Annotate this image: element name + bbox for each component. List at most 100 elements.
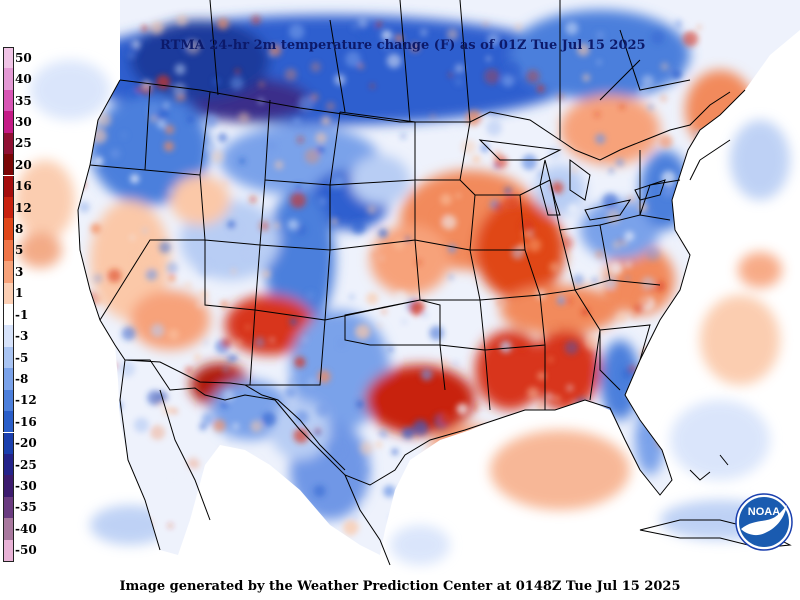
speckle [516, 323, 522, 329]
speckle [307, 377, 316, 387]
speckle [493, 202, 505, 213]
speckle [639, 434, 645, 439]
speckle [659, 134, 673, 149]
speckle [293, 428, 309, 444]
speckle [625, 275, 630, 281]
speckle [294, 356, 306, 368]
speckle [343, 519, 359, 536]
speckle [537, 169, 546, 178]
speckle [130, 235, 135, 240]
speckle [522, 230, 531, 239]
speckle [184, 468, 193, 477]
colorbar-label: 5 [15, 243, 24, 258]
speckle [420, 368, 433, 381]
speckle [515, 23, 522, 31]
map-frame: RTMA 24-hr 2m temperature change (F) as … [0, 0, 800, 566]
map-footer: Image generated by the Weather Predictio… [119, 579, 681, 594]
colorbar-label: -35 [15, 500, 37, 515]
speckle [461, 140, 476, 155]
speckle [200, 290, 209, 299]
noaa-logo-text: NOAA [748, 506, 780, 518]
speckle [624, 231, 635, 242]
speckle [496, 299, 503, 307]
speckle [571, 167, 578, 173]
speckle [357, 17, 368, 28]
speckle [274, 160, 284, 170]
speckle [169, 474, 175, 480]
colorbar-label: -5 [15, 350, 29, 365]
colorbar-bin [3, 539, 14, 562]
speckle [621, 367, 635, 380]
speckle [78, 201, 90, 213]
speckle [544, 392, 554, 401]
speckle [310, 61, 321, 73]
speckle [504, 187, 512, 195]
temperature-change-map [0, 0, 800, 566]
speckle [176, 14, 188, 27]
speckle [185, 366, 193, 375]
speckle [163, 102, 170, 108]
colorbar-bin [3, 47, 14, 70]
speckle [236, 339, 243, 345]
speckle [262, 270, 271, 278]
speckle [97, 113, 112, 128]
colorbar-label: -50 [15, 543, 37, 558]
speckle [163, 141, 174, 152]
speckle [616, 312, 628, 323]
speckle [164, 124, 175, 135]
speckle [136, 87, 141, 92]
speckle [660, 62, 669, 71]
speckle [184, 281, 192, 289]
speckle [334, 175, 346, 188]
speckle [564, 340, 579, 355]
speckle [230, 76, 244, 90]
colorbar-bin [3, 89, 14, 112]
speckle [440, 193, 452, 206]
speckle [98, 305, 104, 311]
noaa-logo-icon: NOAA [735, 493, 793, 551]
speckle [317, 370, 331, 384]
canada-province-lines [209, 0, 691, 140]
colorbar-bin [3, 261, 14, 283]
speckle [375, 441, 382, 448]
speckle [499, 340, 512, 353]
speckle [245, 325, 250, 330]
colorbar-label: 3 [15, 264, 24, 279]
colorbar-bin [3, 432, 14, 454]
speckle [251, 15, 261, 25]
colorbar-label: -40 [15, 521, 37, 536]
speckle [226, 354, 235, 363]
speckle [218, 132, 228, 143]
speckle [166, 262, 179, 274]
speckle [352, 513, 359, 521]
speckle [596, 31, 605, 40]
speckle [313, 485, 326, 498]
speckle [338, 340, 346, 348]
speckle [315, 132, 327, 144]
us-mexico-border [124, 359, 346, 471]
speckle [266, 141, 277, 152]
colorbar-bin [3, 453, 14, 476]
speckle [490, 145, 497, 152]
speckle [409, 300, 425, 316]
speckle [295, 183, 302, 190]
speckle [615, 158, 625, 167]
mexico-coastline [119, 359, 391, 566]
speckle [159, 241, 171, 254]
speckle [654, 280, 666, 292]
speckle [355, 324, 371, 340]
speckle [591, 277, 598, 284]
speckle [487, 33, 500, 46]
speckle [326, 101, 336, 111]
speckle [203, 339, 209, 346]
speckle [394, 290, 408, 304]
speckle [254, 336, 265, 348]
colorbar-bin [3, 475, 14, 497]
speckle [130, 174, 140, 184]
speckle [147, 103, 161, 118]
speckle [222, 181, 228, 187]
speckle [199, 423, 207, 431]
speckle [307, 291, 315, 299]
speckle [456, 193, 461, 198]
speckle [186, 39, 201, 55]
